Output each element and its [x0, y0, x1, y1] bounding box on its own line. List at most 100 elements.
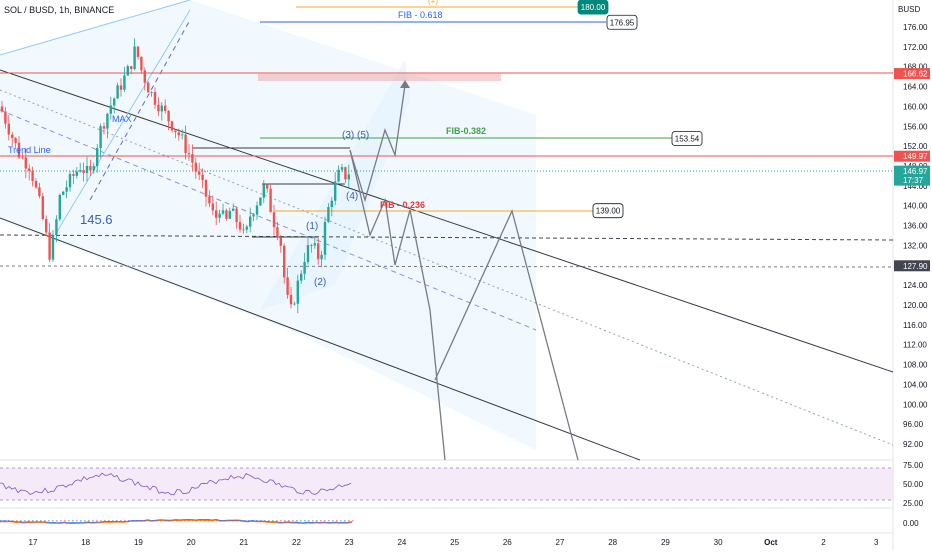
price-tick: 116.00 [903, 321, 927, 330]
target-price-box[interactable] [577, 0, 609, 15]
candle-body [238, 222, 242, 230]
channel-mid-dotted [0, 89, 894, 446]
candle-body [92, 166, 95, 171]
time-tick: 22 [292, 538, 301, 547]
candle-body [221, 210, 225, 214]
candle-body [245, 226, 248, 230]
candle-body [109, 105, 112, 114]
candle-body [191, 154, 194, 163]
candle-body [170, 121, 174, 131]
channel-upper-line[interactable] [0, 69, 894, 373]
price-tick: 120.00 [903, 301, 928, 310]
macd-tick-0: 0.00 [903, 519, 919, 528]
dashed-level-axis: 127.90 [903, 262, 928, 271]
channel-lower-line[interactable] [0, 217, 641, 461]
candle-body [51, 234, 55, 260]
candle-body [334, 181, 337, 201]
candle-body [320, 254, 323, 260]
candle-body [130, 66, 133, 69]
fib-0236-label: FIB - 0.236 [380, 200, 425, 210]
time-tick: 21 [239, 538, 248, 547]
candle-body [242, 229, 245, 231]
wave-2-label: (2) [314, 277, 326, 288]
fib-0618-price: 176.95 [610, 18, 635, 27]
candle-body [126, 66, 129, 76]
resistance-zone [258, 73, 501, 81]
candle-body [123, 75, 126, 90]
price-tick: 164.00 [903, 83, 928, 92]
symbol-title[interactable]: SOL / BUSD, 1h, BINANCE [4, 5, 114, 15]
candle-body [11, 134, 14, 139]
projection-path-3[interactable] [434, 209, 579, 461]
candle-body [330, 200, 333, 208]
fib-0382-price: 153.54 [675, 134, 700, 143]
candle-body [82, 170, 85, 173]
candle-body [34, 180, 38, 188]
price-tick: 172.00 [903, 43, 928, 52]
price-tick: 92.00 [903, 440, 924, 449]
rsi-band [0, 468, 893, 500]
candle-body [283, 245, 286, 278]
candle-body [340, 167, 344, 170]
time-tick: 23 [345, 538, 354, 547]
rsi-line [0, 472, 352, 496]
candle-body [184, 134, 187, 153]
dashed-level-127 [0, 265, 894, 268]
price-tick: 96.00 [903, 420, 924, 429]
time-tick: 29 [661, 538, 670, 547]
fib-0618-price-box[interactable] [606, 14, 638, 30]
price-tick: 156.00 [903, 122, 928, 131]
price-tick: 140.00 [903, 202, 928, 211]
time-tick: 24 [397, 538, 406, 547]
candle-body [164, 105, 167, 111]
candle-body [293, 303, 296, 305]
candle-body [313, 243, 316, 246]
time-tick: 17 [29, 538, 38, 547]
candle-body [228, 210, 231, 219]
candle-body [279, 237, 282, 246]
candle-body [48, 232, 51, 260]
red-line2-axis-box [894, 150, 930, 162]
candle-body [75, 171, 78, 176]
candle-body [232, 208, 235, 211]
candle-body [323, 221, 327, 255]
candle-body [143, 70, 146, 83]
fib-top-partial: (+) [428, 0, 438, 6]
currency-label: BUSD [898, 5, 920, 14]
candle-body [259, 197, 262, 206]
candle-body [218, 213, 221, 218]
candle-body [89, 165, 92, 171]
candle-body [41, 196, 44, 219]
max-label: MAX [112, 114, 132, 124]
candle-body [116, 85, 119, 99]
candle-body [208, 196, 211, 204]
candle-body [99, 126, 102, 149]
candle-body [306, 245, 310, 263]
red-line-axis-box [894, 68, 930, 80]
candle-body [65, 187, 68, 192]
price-tick: 136.00 [903, 222, 928, 231]
projection-path[interactable] [349, 149, 446, 461]
candle-body [102, 126, 106, 129]
time-tick: 3 [874, 538, 879, 547]
candle-body [337, 169, 340, 182]
candle-body [72, 174, 75, 176]
wave-4-label: (4) [346, 191, 358, 202]
projection-path-2[interactable] [349, 84, 406, 203]
candle-body [68, 174, 72, 188]
candle-body [167, 110, 170, 122]
fib-0236-price-box[interactable] [592, 203, 624, 219]
red-line2-axis: 149.97 [903, 152, 928, 161]
rising-channel-dashed [89, 19, 191, 201]
candle-body [300, 273, 303, 281]
candle-body [157, 104, 160, 112]
price-tick: 144.00 [903, 182, 928, 191]
candle-body [62, 191, 65, 195]
fib-0382-price-box[interactable] [671, 131, 703, 146]
price-labels-group: 176.95 153.54 139.00 180.00 [577, 0, 703, 219]
price-axis-ticks: 176.00 172.00 168.00 164.00 160.00 156.00 152.… [903, 23, 928, 449]
regression-upper [0, 0, 191, 56]
candle-body [133, 46, 136, 69]
